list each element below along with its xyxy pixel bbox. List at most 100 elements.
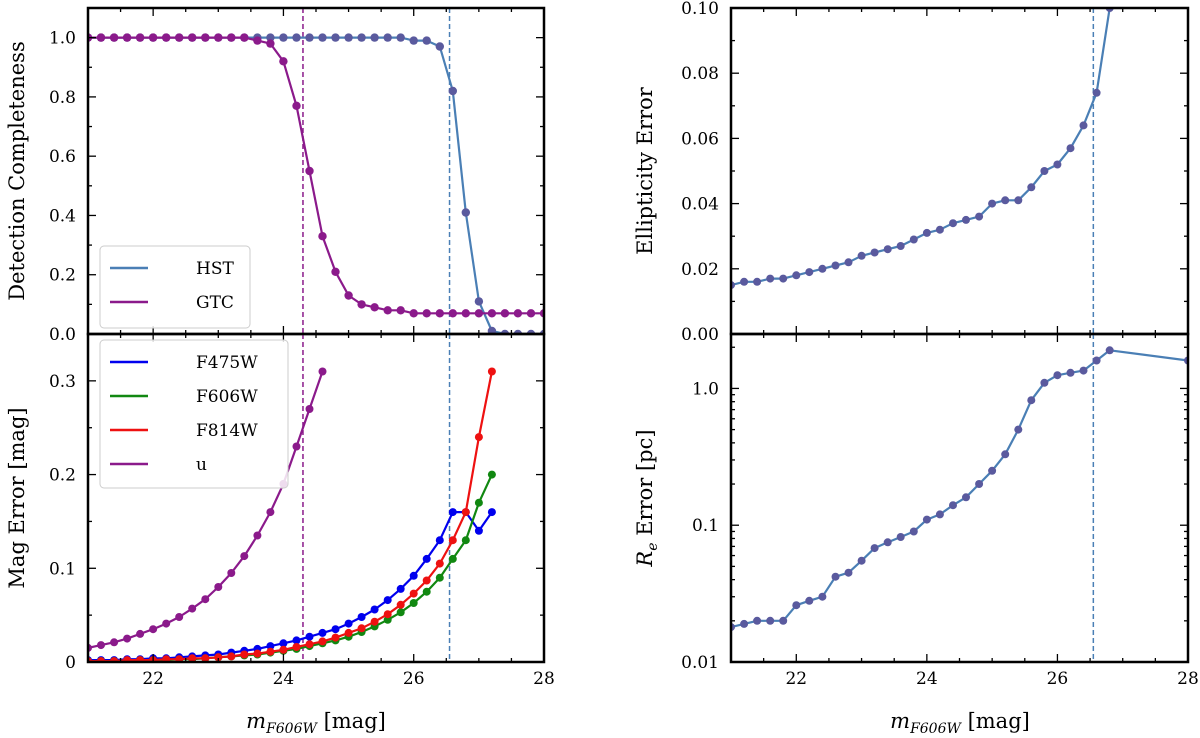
completeness-series-gtc-point [109, 33, 119, 42]
mag_error-series-u-point [123, 634, 132, 643]
completeness-ytick-label: 0.6 [49, 147, 76, 167]
ellipticity_error-series-hst-point [975, 212, 984, 221]
completeness-series-gtc-point [370, 303, 379, 312]
re_error-series-hst-point [896, 533, 905, 541]
re_error-data-layer [731, 334, 1188, 662]
ellipticity_error-series-hst-point [1040, 167, 1049, 175]
mag_error-series-f814w-point [227, 652, 236, 661]
mag_error-series-u-point [292, 442, 301, 451]
completeness-series-gtc-point [357, 300, 366, 309]
mag_error-series-u-point [175, 613, 184, 621]
mag_error-series-f475w-point [396, 584, 405, 593]
mag_error-series-f475w-point [448, 508, 457, 517]
mag-error-xlabel: mF606W [mag] [246, 709, 386, 737]
re_error-series-hst-point [831, 572, 840, 581]
mag_error-series-u-point [214, 583, 223, 591]
mag_error-series-f814w-point [409, 589, 418, 598]
mag_error-series-u-point [136, 629, 145, 638]
ellipticity_error-series-hst-point [1001, 196, 1010, 205]
re-error-panel: 22 24 26 28 0.01 0.1 1.0 [681, 332, 1199, 689]
re_error-series-hst-point [949, 501, 957, 510]
mag_error-series-f814w-point [474, 433, 483, 442]
mag_error-series-u-point [305, 405, 314, 413]
mag_error-series-f814w-point [123, 656, 132, 662]
mag_error-series-f606w-point [461, 536, 470, 545]
mag_error-series-f814w-point [253, 649, 262, 658]
mag_error-series-f475w-point [409, 571, 418, 580]
mag_error-ytick-label: 0 [65, 653, 76, 673]
completeness-series-hst-point [422, 36, 431, 45]
mag-error-xlabel-text: [mag] [324, 709, 386, 733]
mag_error-series-f814w-point [305, 640, 314, 649]
mag_error-series-f606w-point [409, 599, 418, 607]
ellipticity_error-series-hst-point [896, 242, 905, 250]
mag_error-series-f475w-point [344, 619, 353, 628]
mag_error-series-f814w-point [136, 656, 145, 662]
completeness-series-hst-point [448, 86, 457, 96]
mag_error-legend-label: F814W [196, 421, 258, 441]
completeness-series-gtc-point [96, 33, 106, 42]
mag_error-series-f606w-point [396, 608, 405, 617]
completeness-series-gtc-point [513, 309, 523, 318]
completeness-series-hst-point [487, 326, 497, 334]
mag_error-xtick-label: 28 [533, 669, 555, 689]
completeness-ytick-label: 0.4 [49, 206, 76, 226]
completeness-series-gtc-point [148, 33, 158, 42]
completeness-series-gtc-point [331, 267, 340, 276]
mag_error-series-f475w-point [318, 628, 327, 637]
mag_error-data-layer [88, 334, 496, 662]
re-error-xlabel-text: [mag] [968, 709, 1030, 733]
completeness-series-hst-point [409, 36, 418, 45]
completeness-series-gtc-point [305, 166, 314, 176]
mag_error-series-f814w-point [422, 576, 431, 585]
re-error-ylabel-text: Error [pc] [633, 429, 657, 535]
re_error-series-hst-point [1040, 378, 1049, 387]
ellipticity_error-series-hst-point [1066, 144, 1075, 153]
mag_error-series-u-point [149, 625, 158, 634]
ellipticity_error-series-hst-point [753, 277, 762, 286]
completeness-series-hst-point [370, 33, 379, 42]
mag_error-legend-label: u [196, 455, 207, 475]
mag_error-series-f475w-point [331, 625, 340, 634]
re_error-series-hst-point [1079, 366, 1088, 375]
ellipticity_error-series-hst-point [1053, 160, 1062, 169]
re_error-series-hst-line [731, 349, 1188, 629]
completeness-series-gtc-point [266, 39, 275, 48]
mag_error-series-f814w-point [435, 559, 444, 568]
ellipticity_error-series-hst-point [988, 199, 997, 208]
ellipticity_error-ytick-label: 0.08 [681, 64, 719, 84]
completeness-series-gtc-point [188, 33, 197, 42]
re_error-series-hst-point [1105, 346, 1114, 355]
completeness-series-gtc-point [487, 309, 497, 318]
mag_error-ytick-label: 0.3 [49, 372, 76, 392]
completeness-series-hst-point [305, 33, 314, 42]
completeness-data-layer [88, 8, 544, 334]
ellipticity_error-series-hst-point [831, 261, 840, 270]
mag_error-series-f475w-point [474, 526, 483, 535]
completeness-ytick-label: 0.8 [49, 88, 76, 108]
completeness-panel: 0.0 0.2 0.4 0.6 0.8 1.0 HST GTC [49, 6, 546, 345]
ellipticity_error-ytick-label: 0.02 [681, 260, 719, 280]
re_error-series-hst-point [792, 601, 801, 610]
re_error-series-hst-point [805, 596, 814, 605]
mag_error-series-u-point [188, 604, 197, 613]
mag_error-series-u-point [162, 619, 171, 628]
mag_error-ytick-label: 0.1 [49, 559, 76, 579]
completeness-series-gtc-point [526, 309, 536, 318]
ellipticity_error-series-hst-point [792, 271, 801, 280]
completeness-series-hst-point [292, 33, 301, 42]
re_error-ytick-label: 1.0 [692, 379, 719, 399]
completeness-series-hst-point [318, 33, 327, 42]
mag_error-series-f475w-point [487, 508, 496, 517]
completeness-series-gtc-point [162, 33, 171, 42]
completeness-legend: HST GTC [99, 245, 251, 329]
re_error-xtick-label: 28 [1177, 669, 1199, 689]
completeness-series-gtc-point [409, 309, 418, 318]
re_error-series-hst-point [1014, 425, 1023, 434]
mag_error-series-f475w-point [279, 639, 288, 648]
ellipticity_error-series-hst-point [805, 268, 814, 277]
completeness-series-gtc-point [135, 33, 145, 42]
mag_error-series-f814w-point [162, 655, 171, 662]
mag_error-series-f814w-point [461, 508, 470, 517]
